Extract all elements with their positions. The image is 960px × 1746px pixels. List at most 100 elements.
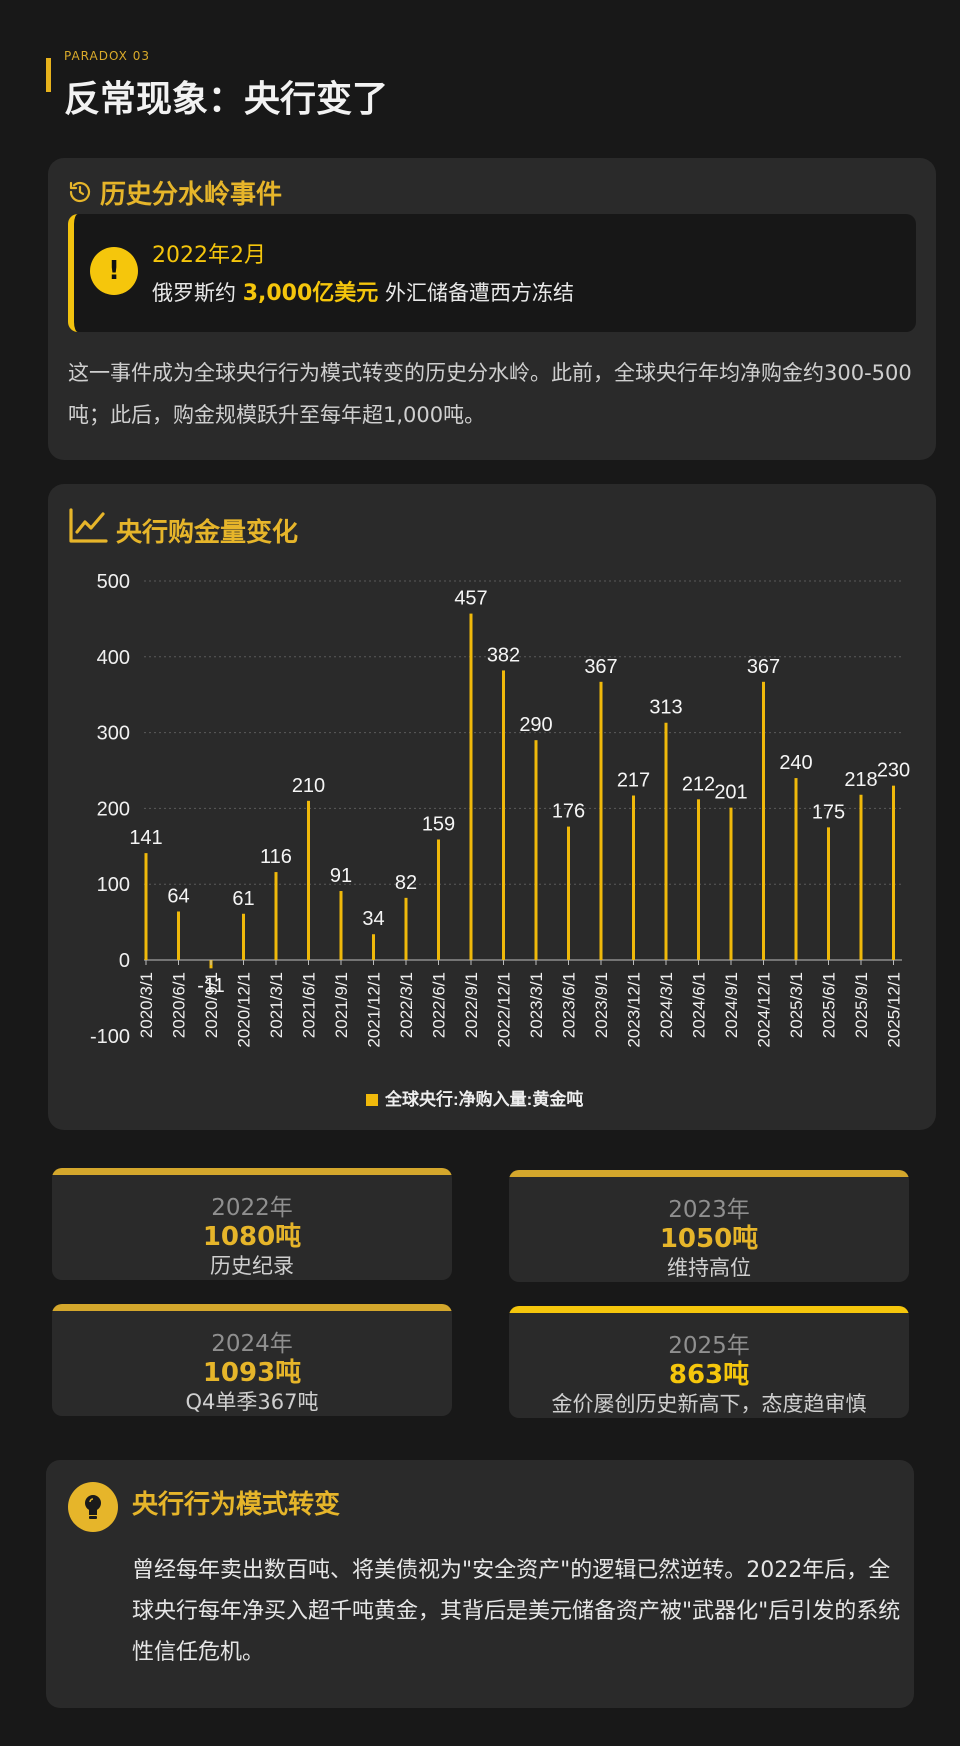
x-tick-label: 2020/9/1 xyxy=(202,972,221,1038)
x-tick-label: 2023/3/1 xyxy=(527,972,546,1038)
x-tick-label: 2021/9/1 xyxy=(332,972,351,1038)
stat-year: 2025年 xyxy=(668,1333,750,1359)
x-tick-label: 2022/12/1 xyxy=(495,972,514,1048)
alert-text-post: 外汇储备遭西方冻结 xyxy=(384,281,574,305)
data-label: 382 xyxy=(487,644,520,666)
y-tick-label: 100 xyxy=(97,874,130,896)
x-tick-label: 2020/12/1 xyxy=(235,972,254,1048)
x-tick-label: 2023/12/1 xyxy=(625,972,644,1048)
bar xyxy=(892,785,895,960)
x-tick-label: 2024/12/1 xyxy=(755,972,774,1048)
data-label: 218 xyxy=(844,769,877,791)
x-tick-label: 2024/9/1 xyxy=(722,972,741,1038)
data-label: 82 xyxy=(395,872,417,894)
stat-value: 863吨 xyxy=(668,1360,750,1390)
bar xyxy=(762,681,765,960)
stat-card-2023: 2023年 1050吨 维持高位 xyxy=(509,1170,909,1282)
lightbulb-icon xyxy=(68,1482,118,1532)
alert-text-pre: 俄罗斯约 xyxy=(152,281,236,305)
data-label: 367 xyxy=(747,656,780,678)
stat-value: 1080吨 xyxy=(202,1222,302,1252)
data-label: 240 xyxy=(779,752,812,774)
bar xyxy=(794,778,798,960)
history-icon xyxy=(68,180,92,208)
x-tick-label: 2024/6/1 xyxy=(690,972,709,1038)
data-label: 217 xyxy=(617,770,650,792)
bar xyxy=(339,891,343,960)
stat-desc: 历史纪录 xyxy=(210,1254,294,1278)
data-label: 34 xyxy=(362,908,384,930)
data-label: 141 xyxy=(129,827,162,849)
x-tick-label: 2020/6/1 xyxy=(170,972,189,1038)
x-tick-label: 2023/9/1 xyxy=(592,972,611,1038)
bar xyxy=(469,613,473,960)
y-tick-label: 500 xyxy=(97,571,130,593)
x-tick-label: 2022/9/1 xyxy=(462,972,481,1038)
stat-accent-bar xyxy=(52,1304,452,1311)
data-label: 367 xyxy=(584,656,617,678)
data-label: 201 xyxy=(714,782,747,804)
x-tick-label: 2025/12/1 xyxy=(885,972,904,1048)
data-label: 175 xyxy=(812,801,845,823)
header-accent-bar xyxy=(46,58,51,92)
bar xyxy=(242,913,245,960)
chart-card: 央行购金量变化 500 400 300 200 100 0 -100 141 2020/3/1 6… xyxy=(48,484,936,1130)
bar-chart: 500 400 300 200 100 0 -100 141 2020/3/1 64 2020/6/… xyxy=(90,571,910,1109)
y-tick-label: 400 xyxy=(97,647,130,669)
stat-accent-bar xyxy=(509,1170,909,1177)
data-label: 176 xyxy=(552,801,585,823)
y-tick-label: 300 xyxy=(97,723,130,745)
bar xyxy=(372,934,375,960)
data-label: 313 xyxy=(649,697,682,719)
event-card: 历史分水岭事件 ! 2022年2月 俄罗斯约 3,000亿美元 外汇储备遭西方冻… xyxy=(48,158,936,460)
bar xyxy=(502,670,505,960)
stat-year: 2022年 xyxy=(211,1195,293,1221)
shift-description: 曾经每年卖出数百吨、将美债视为"安全资产"的逻辑已然逆转。2022年后，全球央行… xyxy=(132,1558,901,1665)
alert-highlight: 3,000亿美元 xyxy=(242,281,379,306)
stat-card-2024: 2024年 1093吨 Q4单季367吨 xyxy=(52,1304,452,1416)
data-label: 116 xyxy=(260,846,292,868)
data-label: 212 xyxy=(682,773,715,795)
bar xyxy=(144,853,148,960)
exclamation-icon: ! xyxy=(90,247,138,295)
x-tick-label: 2024/3/1 xyxy=(657,972,676,1038)
bar xyxy=(599,681,603,960)
event-description: 这一事件成为全球央行行为模式转变的历史分水岭。此前，全球央行年均净购金约300-… xyxy=(68,361,912,427)
x-tick-label: 2021/12/1 xyxy=(365,972,384,1048)
bar xyxy=(729,807,733,960)
line-chart-icon xyxy=(68,508,108,548)
header-tag: PARADOX 03 xyxy=(64,49,150,63)
stat-accent-bar xyxy=(52,1168,452,1175)
legend-label: 全球央行:净购入量:黄金吨 xyxy=(384,1089,583,1109)
stat-desc: Q4单季367吨 xyxy=(185,1390,319,1414)
shift-card: 央行行为模式转变 曾经每年卖出数百吨、将美债视为"安全资产"的逻辑已然逆转。20… xyxy=(46,1460,914,1708)
chart-card-title: 央行购金量变化 xyxy=(116,518,299,548)
event-alert: ! 2022年2月 俄罗斯约 3,000亿美元 外汇储备遭西方冻结 xyxy=(68,214,916,332)
legend-swatch xyxy=(366,1094,378,1106)
stat-desc: 金价屡创历史新高下，态度趋审慎 xyxy=(551,1392,867,1416)
stat-value: 1050吨 xyxy=(659,1224,759,1254)
x-tick-label: 2022/3/1 xyxy=(397,972,416,1038)
stat-year: 2023年 xyxy=(668,1197,750,1223)
bar xyxy=(534,740,538,960)
x-tick-label: 2023/6/1 xyxy=(560,972,579,1038)
data-label: 159 xyxy=(422,813,455,835)
stat-value: 1093吨 xyxy=(202,1358,302,1388)
x-tick-label: 2025/9/1 xyxy=(852,972,871,1038)
shift-card-title: 央行行为模式转变 xyxy=(132,1490,341,1520)
x-tick-label: 2021/3/1 xyxy=(267,972,286,1038)
data-label: 290 xyxy=(519,714,552,736)
x-tick-label: 2020/3/1 xyxy=(137,972,156,1038)
bar xyxy=(859,794,863,960)
y-tick-label: 200 xyxy=(97,798,130,820)
bar xyxy=(307,800,310,960)
bar xyxy=(177,911,180,960)
stat-year: 2024年 xyxy=(211,1331,293,1357)
data-label: 230 xyxy=(877,760,910,782)
x-tick-label: 2022/6/1 xyxy=(430,972,449,1038)
y-tick-label: -100 xyxy=(90,1026,130,1048)
bar xyxy=(697,799,700,960)
bar xyxy=(567,826,570,960)
bar xyxy=(664,722,668,960)
